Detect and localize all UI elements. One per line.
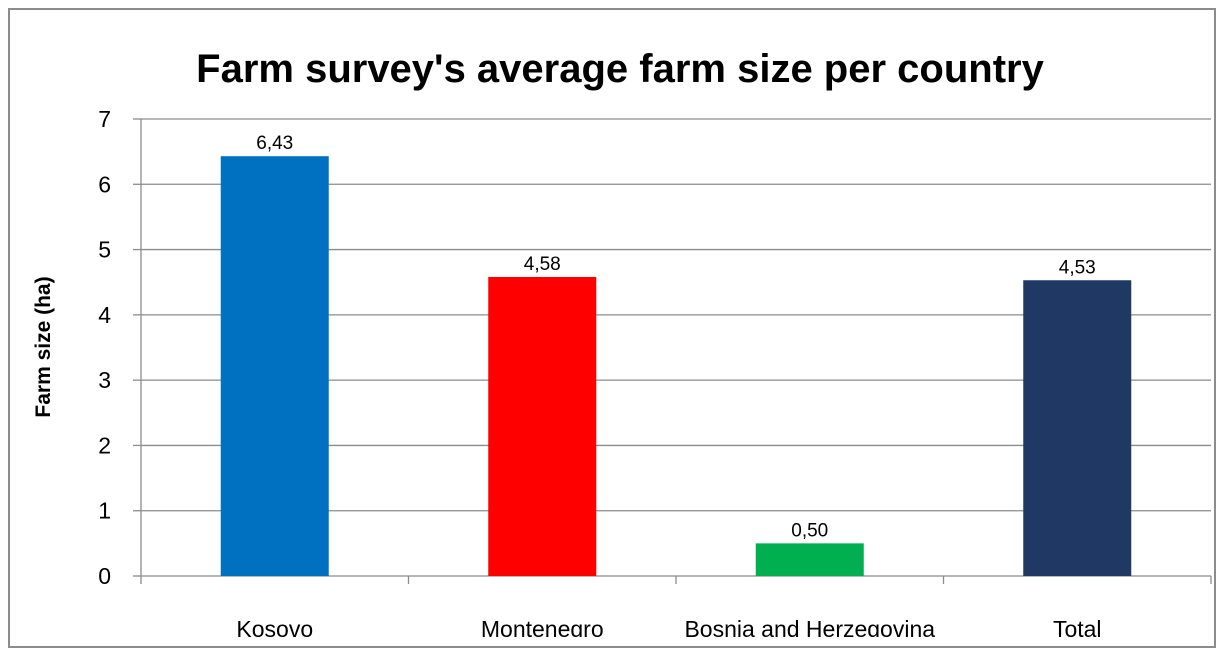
y-tick-label: 6 (98, 171, 111, 197)
y-tick-label: 7 (98, 106, 111, 132)
y-tick-label: 4 (98, 302, 111, 328)
data-label: 0,50 (791, 520, 828, 541)
chart-frame (8, 8, 1216, 648)
y-tick-label: 3 (98, 367, 111, 393)
x-category-label: Montenegro (481, 616, 604, 637)
bar (220, 156, 329, 576)
y-tick-label: 2 (98, 432, 111, 458)
data-label: 6,43 (256, 133, 293, 154)
y-tick-label: 5 (98, 237, 111, 263)
x-category-label: Kosovo (236, 616, 313, 637)
x-category-label: Bosnia and Herzegovina (684, 616, 935, 637)
bars (220, 156, 1132, 576)
x-category-label: Total (1053, 616, 1102, 637)
data-label: 4,53 (1059, 257, 1096, 278)
bar (1023, 280, 1132, 576)
data-label: 4,58 (524, 254, 561, 275)
chart-labels: 0 1 2 3 4 5 6 7 6,43 Kosovo 4,58 Montenegro 0,50 Bosn… (98, 106, 1101, 637)
bar (488, 276, 597, 576)
chart-title: Farm survey's average farm size per coun… (196, 47, 1044, 91)
y-tick-label: 0 (98, 563, 111, 589)
y-tick-label: 1 (98, 498, 111, 524)
y-axis-label: Farm size (ha) (32, 276, 55, 417)
bar (755, 543, 864, 576)
